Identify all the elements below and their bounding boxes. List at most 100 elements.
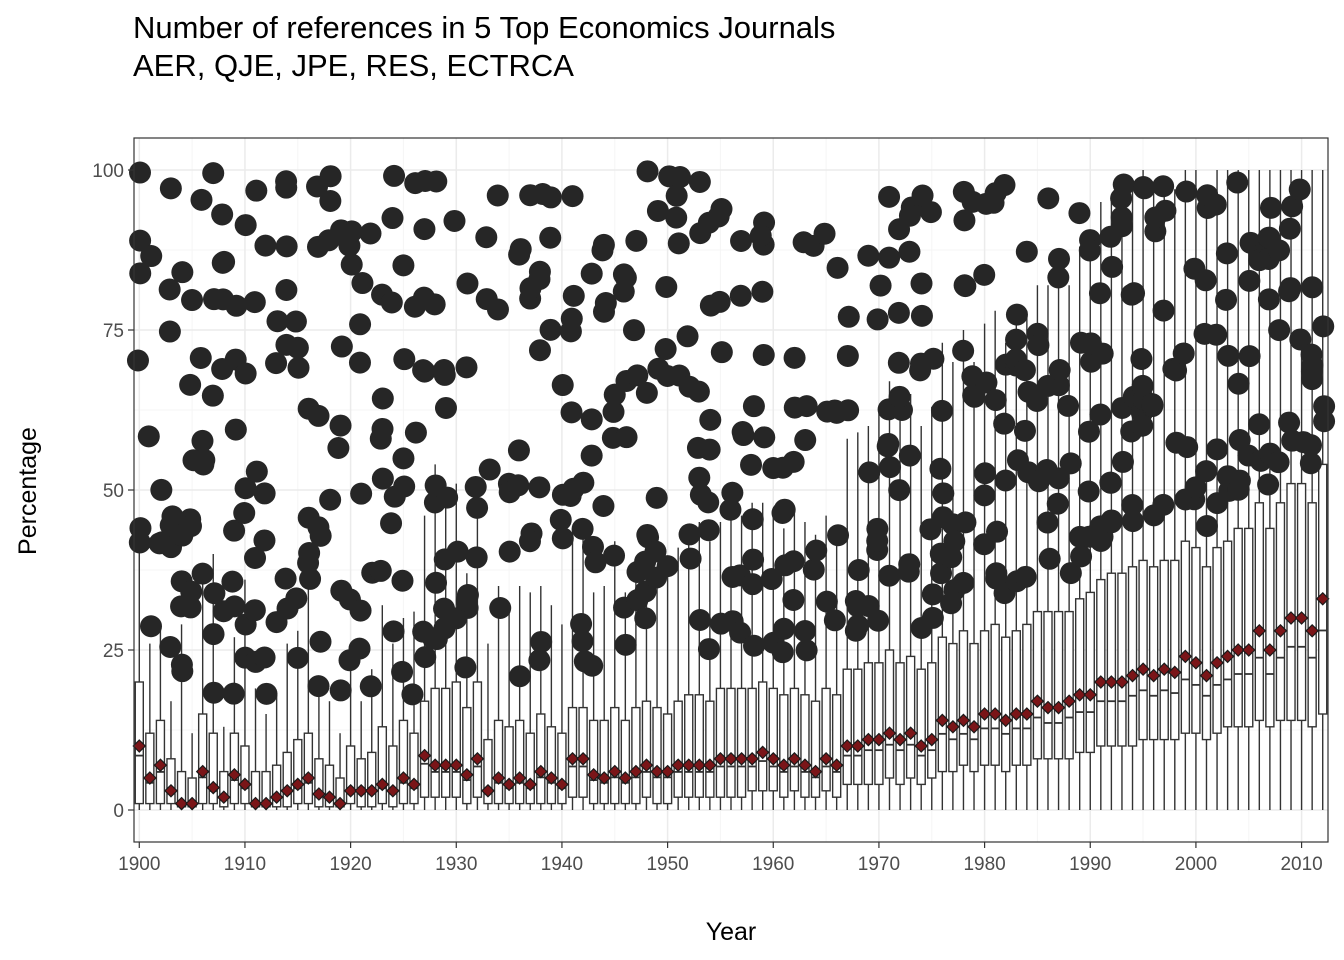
outlier-point [380, 291, 403, 314]
outlier-point [340, 253, 363, 276]
box [1296, 482, 1307, 722]
outlier-point [549, 508, 572, 531]
outlier-point [1165, 359, 1188, 382]
mean-marker [407, 777, 421, 792]
box [736, 687, 747, 798]
mean-marker [861, 732, 876, 747]
chart-title: Number of references in 5 Top Economics … [133, 10, 836, 45]
outlier-point [158, 320, 181, 343]
mean-marker [185, 796, 199, 811]
outlier-point [795, 639, 818, 662]
outlier-point [1123, 282, 1146, 305]
mean-marker [1041, 700, 1055, 715]
boxplot-1911 [250, 688, 261, 810]
outlier-point [1047, 467, 1070, 490]
outlier-point [179, 596, 202, 619]
mean-marker [988, 707, 1003, 721]
outlier-point [679, 547, 702, 570]
outlier-point [732, 424, 755, 447]
outlier-point [1195, 515, 1218, 538]
box [197, 713, 208, 805]
box [979, 630, 990, 766]
box [948, 642, 958, 773]
outlier-point [327, 436, 350, 459]
outlier-point [688, 170, 711, 193]
outlier-point [1194, 269, 1217, 292]
box [483, 738, 493, 805]
outlier-point [456, 584, 479, 607]
outlier-point [507, 474, 530, 497]
outlier-point [150, 478, 173, 501]
outlier-point [434, 396, 457, 419]
outlier-point [898, 240, 921, 263]
boxplot-2002 [1212, 170, 1222, 810]
outlier-point [615, 426, 638, 449]
box [958, 630, 969, 766]
outlier-point [1070, 545, 1093, 568]
outlier-point [1204, 193, 1227, 216]
outlier-point [253, 482, 276, 505]
outlier-point [837, 399, 860, 422]
outlier-point [307, 404, 330, 427]
mean-marker [1305, 623, 1319, 638]
mean-marker [1104, 675, 1119, 689]
outlier-point [1227, 372, 1250, 395]
box [472, 681, 483, 798]
outlier-point [507, 439, 530, 462]
outlier-point [922, 347, 945, 370]
outlier-point [401, 683, 424, 706]
outlier-point [1268, 239, 1291, 262]
outlier-point [307, 516, 330, 539]
outlier-point [753, 426, 776, 449]
mean-marker [787, 751, 802, 766]
outlier-point [898, 444, 921, 467]
outlier-point [223, 595, 246, 618]
box [905, 655, 916, 779]
outlier-point [202, 162, 225, 185]
mean-marker [776, 758, 791, 773]
outlier-point [1206, 438, 1229, 461]
outlier-point [1300, 343, 1323, 366]
box [768, 687, 778, 792]
boxplot-2004 [1233, 170, 1243, 810]
outlier-point [665, 184, 688, 207]
box [1117, 572, 1127, 747]
mean-marker [650, 764, 664, 779]
outlier-point [139, 615, 162, 638]
mean-marker [1167, 665, 1182, 680]
outlier-point [614, 633, 637, 656]
outlier-point [234, 214, 257, 237]
x-tick-label: 1960 [752, 854, 794, 875]
outlier-point [813, 222, 836, 245]
outlier-point [1046, 492, 1069, 515]
outlier-point [1099, 471, 1122, 494]
outlier-point [580, 262, 603, 285]
outlier-point [742, 395, 765, 418]
x-axis: 1900 1910 1920 1930 1940 1950 1960 1970 1980 1990… [118, 842, 1323, 875]
box [673, 700, 683, 798]
boxplot-1944 [599, 586, 609, 810]
outlier-point [867, 609, 890, 632]
outlier-point [351, 272, 374, 295]
outlier-point [330, 335, 353, 358]
mean-marker [967, 719, 981, 734]
mean-marker [417, 748, 432, 763]
box [504, 726, 514, 805]
outlier-point [137, 425, 160, 448]
outlier-point [929, 457, 952, 480]
outlier-point [1279, 277, 1302, 300]
outlier-point [826, 256, 849, 279]
outlier-point [887, 351, 910, 374]
outlier-point [161, 505, 184, 528]
x-axis-title: Year [706, 918, 757, 946]
box [557, 732, 567, 805]
mean-marker [671, 758, 686, 773]
box [662, 713, 673, 805]
mean-marker [819, 751, 833, 766]
outlier-point [225, 294, 248, 317]
outlier-point [644, 540, 667, 563]
boxplot-2009 [1286, 170, 1296, 810]
box [1180, 540, 1191, 734]
outlier-point [275, 176, 298, 199]
x-tick-label: 1980 [963, 854, 1005, 875]
